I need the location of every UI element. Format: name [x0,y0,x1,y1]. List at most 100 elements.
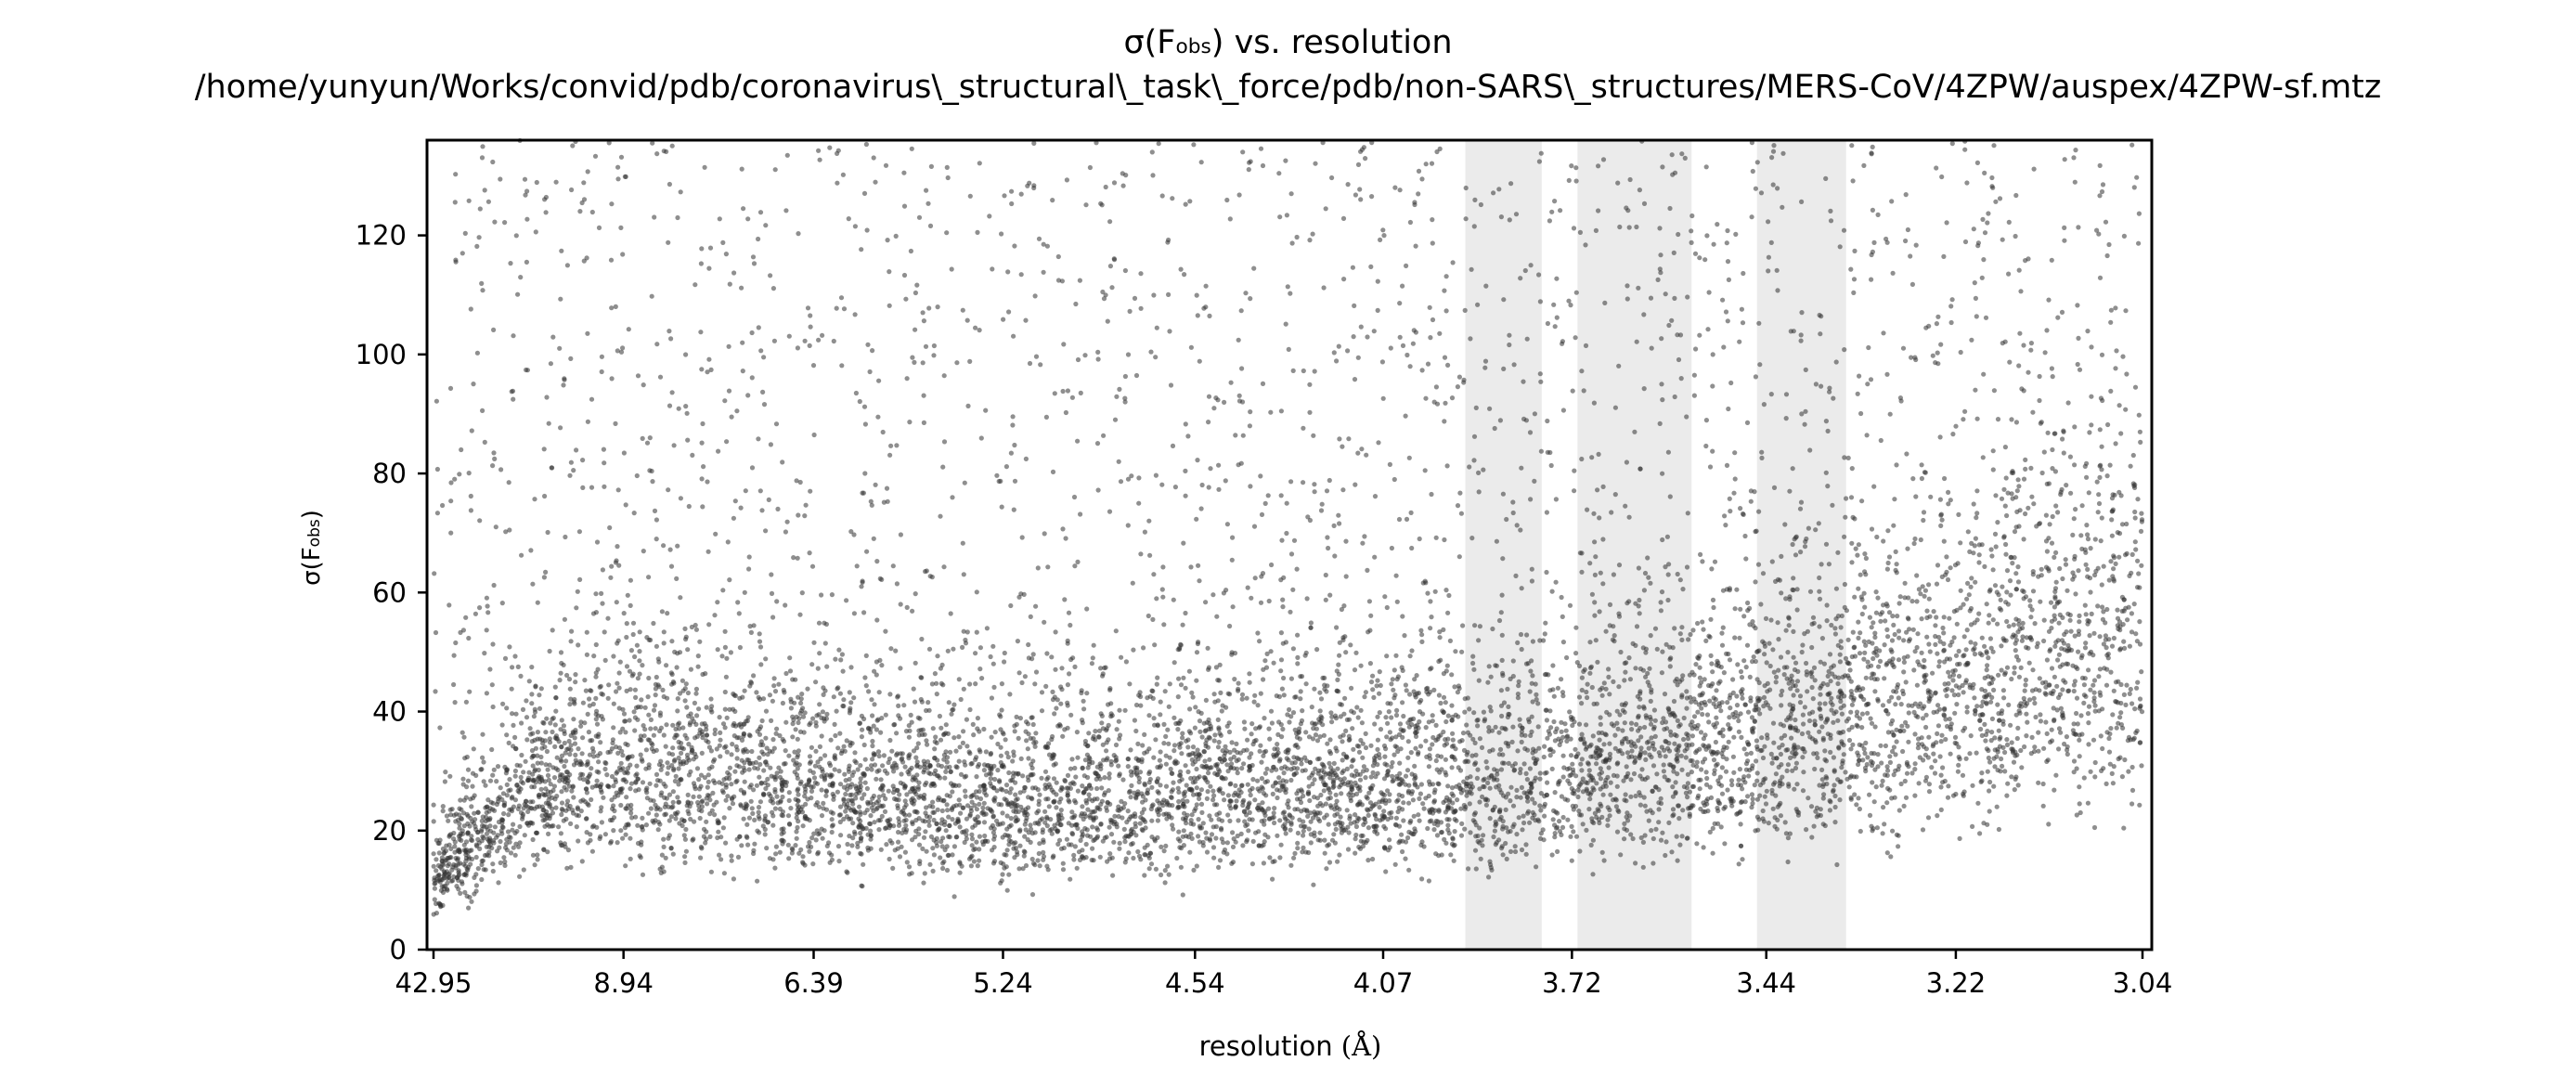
data-point [1163,843,1169,849]
data-point [1341,827,1347,834]
data-point [1083,202,1089,208]
data-point [1869,720,1875,726]
data-point [632,687,639,692]
data-point [1503,840,1508,847]
data-point [699,799,705,805]
data-point [783,208,789,214]
data-point [1996,672,2001,678]
data-point [1259,806,1264,811]
data-point [651,707,657,713]
data-point [518,275,524,280]
data-point [783,670,789,677]
data-point [770,749,775,755]
data-point [492,219,498,225]
data-point [1367,806,1373,812]
data-point [1617,224,1623,230]
data-point [1456,554,1462,560]
data-point [1801,721,1806,727]
data-point [1570,761,1575,767]
data-point [474,243,480,249]
data-point [1848,709,1854,715]
data-point [960,540,965,546]
data-point [991,859,998,864]
data-point [1920,742,1925,747]
data-point [838,295,845,301]
data-point [2086,704,2092,709]
data-point [1865,659,1871,665]
data-point [819,592,824,598]
data-point [1682,155,1688,161]
data-point [1842,581,1847,588]
data-point [1572,468,1577,473]
data-point [879,813,885,820]
data-point [1181,828,1186,834]
data-point [886,759,891,766]
data-point [590,701,596,707]
data-point [1159,872,1164,878]
data-point [1973,387,1978,393]
data-point [2021,343,2026,348]
data-point [1960,772,1966,778]
data-point [718,754,723,759]
data-point [2004,742,2011,748]
data-point [615,544,620,550]
data-point [433,629,439,636]
data-point [596,225,602,230]
data-point [1363,744,1369,751]
data-point [1468,336,1473,342]
data-point [992,730,998,735]
data-point [568,732,574,739]
data-point [589,745,596,751]
data-point [1973,641,1978,647]
data-point [777,774,783,780]
data-point [440,804,446,809]
data-point [1967,751,1973,757]
data-point [1939,174,1945,180]
data-point [434,398,439,404]
data-point [2096,674,2102,679]
data-point [1798,499,1805,505]
data-point [1926,782,1932,787]
data-point [1583,746,1588,752]
data-point [1863,740,1869,746]
data-point [860,727,865,732]
data-point [2077,754,2082,759]
data-point [1883,236,1889,242]
data-point [1368,613,1374,618]
data-point [498,860,503,866]
data-point [1974,704,1980,709]
data-point [2016,622,2022,628]
data-point [1263,665,1270,670]
data-point [2117,647,2123,653]
data-point [1281,692,1287,698]
data-point [541,720,547,726]
data-point [911,686,916,692]
data-point [1566,298,1572,304]
data-point [1596,208,1601,214]
data-point [1405,755,1411,760]
data-point [1775,186,1780,191]
data-point [546,421,551,426]
data-point [1702,677,1707,682]
data-point [1171,780,1176,785]
data-point [472,817,478,822]
data-point [1557,819,1562,824]
data-point [1035,858,1041,863]
data-point [585,419,591,424]
highlight-bands [1465,140,1846,950]
data-point [795,824,800,831]
data-point [1125,352,1132,357]
data-point [1400,848,1405,855]
data-point [1647,666,1652,671]
data-point [1389,764,1394,770]
data-point [759,749,765,755]
data-point [1450,737,1456,743]
data-point [665,770,670,776]
data-point [1308,625,1314,630]
data-point [1171,743,1178,748]
data-point [1929,765,1935,770]
data-point [1896,695,1901,701]
data-point [934,680,939,686]
data-point [887,856,892,862]
data-point [819,813,825,819]
